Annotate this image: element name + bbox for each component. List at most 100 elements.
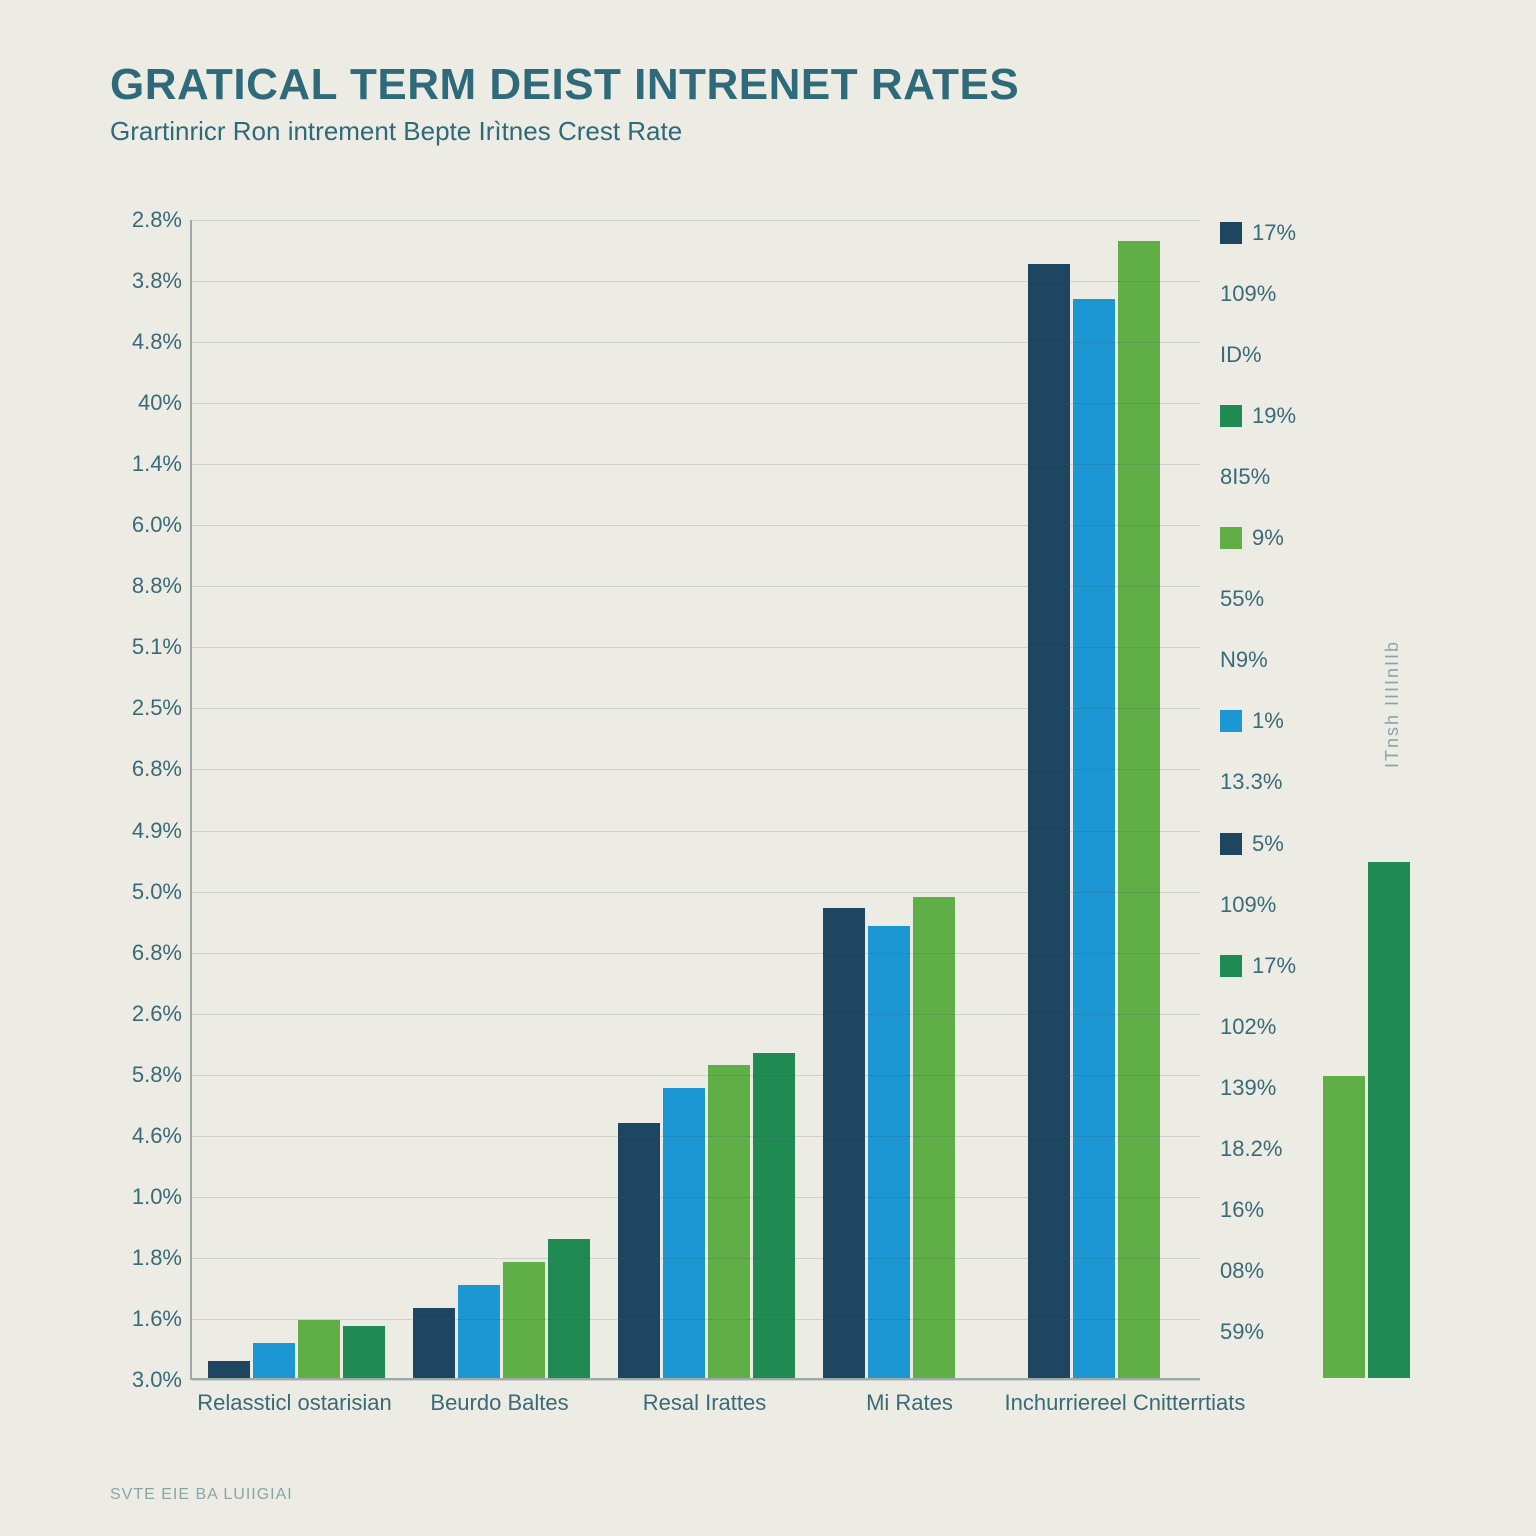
gridline <box>192 892 1200 893</box>
legend-label: 8I5% <box>1220 464 1270 490</box>
gridline <box>192 464 1200 465</box>
gridline <box>192 1136 1200 1137</box>
x-tick-label: Relassticl ostarisian <box>185 1390 405 1416</box>
legend-label: 55% <box>1220 586 1264 612</box>
legend-item: 17% <box>1220 953 1296 979</box>
chart-area: 2.8%3.8%4.8%40%1.4%6.0%8.8%5.1%2.5%6.8%4… <box>110 220 1370 1440</box>
legend-swatch <box>1220 222 1242 244</box>
legend-label: 102% <box>1220 1014 1276 1040</box>
gridline <box>192 953 1200 954</box>
bar <box>1073 299 1115 1378</box>
y-tick-label: 6.0% <box>110 512 182 538</box>
legend-label: 9% <box>1252 525 1284 551</box>
gridline <box>192 220 1200 221</box>
right-side-vertical-label: ITnsh IIIInIIb <box>1382 640 1403 768</box>
y-tick-label: 6.8% <box>110 756 182 782</box>
gridline <box>192 1197 1200 1198</box>
legend-label: 59% <box>1220 1319 1264 1345</box>
bar <box>458 1285 500 1378</box>
x-tick-label: Beurdo Baltes <box>390 1390 610 1416</box>
y-tick-label: 4.9% <box>110 818 182 844</box>
x-tick-label: Mi Rates <box>800 1390 1020 1416</box>
gridline <box>192 281 1200 282</box>
y-tick-label: 1.8% <box>110 1245 182 1271</box>
right-value-label: 59% <box>1220 1319 1264 1345</box>
gridline <box>192 525 1200 526</box>
right-value-label: 13.3% <box>1220 769 1282 795</box>
y-tick-label: 2.5% <box>110 695 182 721</box>
y-tick-label: 8.8% <box>110 573 182 599</box>
legend-label: 19% <box>1252 403 1296 429</box>
legend-item: 5% <box>1220 831 1284 857</box>
right-value-label: 8I5% <box>1220 464 1270 490</box>
right-legend-column: 17% 109% ID% 19% 8I5% 9% 55% N9% 1% 13.3% 5% 109% 17… <box>1220 220 1380 1380</box>
right-value-label: 08% <box>1220 1258 1264 1284</box>
legend-item: 19% <box>1220 403 1296 429</box>
chart-footnote: SVTE EIE BA LUIIGIAI <box>110 1486 293 1504</box>
y-tick-label: 4.8% <box>110 329 182 355</box>
right-value-label: 102% <box>1220 1014 1276 1040</box>
gridline <box>192 1380 1200 1381</box>
gridline <box>192 1014 1200 1015</box>
right-value-label: 109% <box>1220 281 1276 307</box>
y-tick-label: 40% <box>110 390 182 416</box>
plot-area <box>190 220 1200 1380</box>
bar <box>663 1088 705 1378</box>
y-tick-label: 4.6% <box>110 1123 182 1149</box>
y-tick-label: 1.4% <box>110 451 182 477</box>
legend-item: 17% <box>1220 220 1296 246</box>
gridline <box>192 1258 1200 1259</box>
bar <box>1118 241 1160 1378</box>
bars-layer <box>192 220 1200 1378</box>
bar <box>708 1065 750 1378</box>
bar <box>208 1361 250 1378</box>
right-value-label: 139% <box>1220 1075 1276 1101</box>
gridline <box>192 831 1200 832</box>
bar <box>1028 264 1070 1378</box>
legend-label: 109% <box>1220 892 1276 918</box>
gridline <box>192 586 1200 587</box>
legend-swatch <box>1220 955 1242 977</box>
legend-label: 5% <box>1252 831 1284 857</box>
y-tick-label: 2.6% <box>110 1001 182 1027</box>
right-value-label: 55% <box>1220 586 1264 612</box>
gridline <box>192 708 1200 709</box>
y-tick-label: 3.8% <box>110 268 182 294</box>
gridline <box>192 1319 1200 1320</box>
gridline <box>192 1075 1200 1076</box>
bar <box>618 1123 660 1378</box>
legend-swatch <box>1220 833 1242 855</box>
y-tick-label: 1.6% <box>110 1306 182 1332</box>
legend-swatch <box>1220 710 1242 732</box>
legend-label: 08% <box>1220 1258 1264 1284</box>
y-tick-label: 2.8% <box>110 207 182 233</box>
legend-item: 1% <box>1220 708 1284 734</box>
legend-label: 17% <box>1252 220 1296 246</box>
right-value-label: N9% <box>1220 647 1268 673</box>
right-value-label: ID% <box>1220 342 1262 368</box>
bar <box>298 1320 340 1378</box>
gridline <box>192 769 1200 770</box>
chart-subtitle: Grartinricr Ron intrement Bepte Irìtnes … <box>110 116 1496 147</box>
bar <box>913 897 955 1378</box>
legend-label: N9% <box>1220 647 1268 673</box>
chart-canvas: GRATICAL TERM DEIST INTRENET RATES Grart… <box>40 60 1496 1516</box>
legend-item: 9% <box>1220 525 1284 551</box>
y-tick-label: 3.0% <box>110 1367 182 1393</box>
y-tick-label: 5.1% <box>110 634 182 660</box>
legend-swatch <box>1220 405 1242 427</box>
bar <box>503 1262 545 1378</box>
bar <box>868 926 910 1378</box>
bar <box>548 1239 590 1378</box>
legend-label: 139% <box>1220 1075 1276 1101</box>
legend-label: 17% <box>1252 953 1296 979</box>
bar <box>253 1343 295 1378</box>
right-value-label: 16% <box>1220 1197 1264 1223</box>
y-tick-label: 5.0% <box>110 879 182 905</box>
legend-label: 18.2% <box>1220 1136 1282 1162</box>
y-tick-label: 5.8% <box>110 1062 182 1088</box>
x-tick-label: Resal Irattes <box>595 1390 815 1416</box>
bar <box>823 908 865 1378</box>
gridline <box>192 403 1200 404</box>
y-tick-label: 1.0% <box>110 1184 182 1210</box>
